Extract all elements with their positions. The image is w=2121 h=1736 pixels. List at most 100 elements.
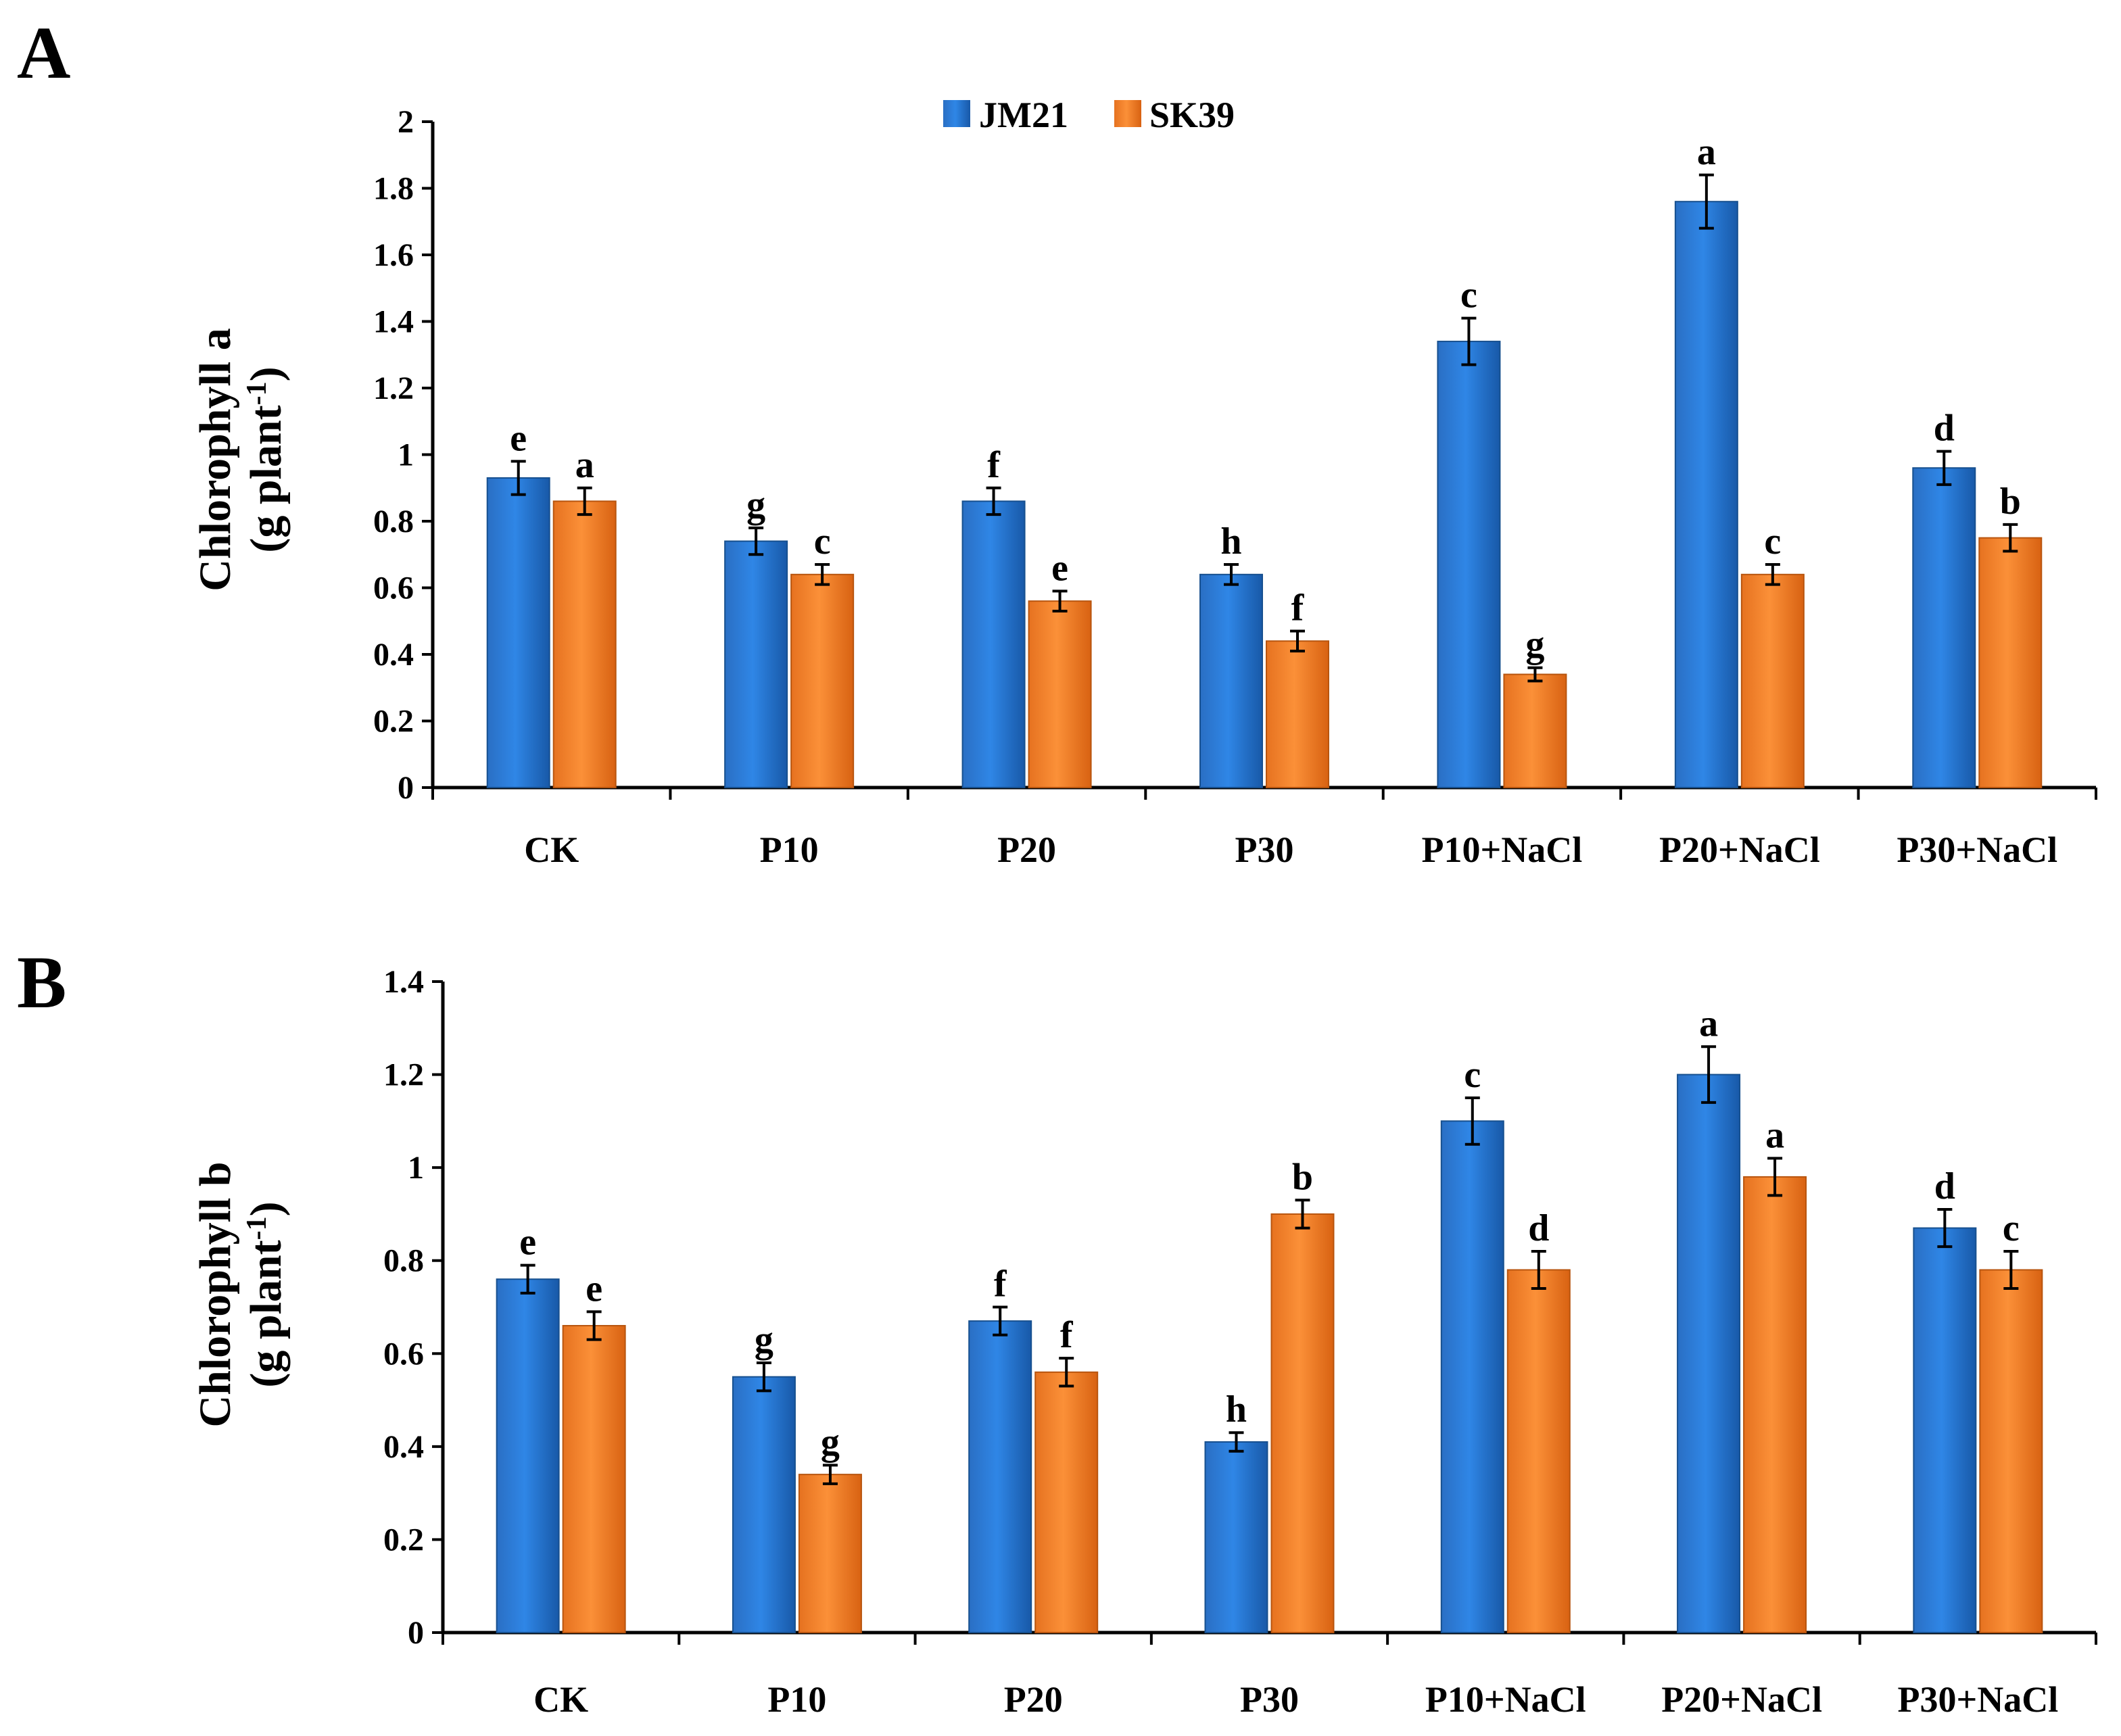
- significance-letter-a: a: [575, 444, 594, 486]
- x-category-label-a: P20+NaCl: [1659, 829, 1820, 870]
- significance-letter-a: g: [1525, 624, 1544, 666]
- error-bar-jm21-b: [756, 1361, 771, 1393]
- significance-letter-b: a: [1765, 1114, 1784, 1156]
- significance-letter-b: g: [821, 1421, 840, 1463]
- y-tick-label-a: 0.2: [373, 704, 414, 740]
- significance-letter-b: b: [1292, 1156, 1313, 1198]
- error-bar-jm21-b: [1937, 1208, 1953, 1249]
- bar-sk39-a: [790, 573, 855, 788]
- error-bar-sk39-b: [822, 1464, 838, 1485]
- bar-jm21-b: [1204, 1441, 1268, 1633]
- x-category-label-b: P10+NaCl: [1425, 1679, 1586, 1720]
- error-bar-sk39-b: [586, 1310, 602, 1341]
- bar-sk39-a: [1740, 573, 1805, 788]
- y-tick-label-a: 1.4: [373, 304, 414, 340]
- panel-a-letter: A: [17, 11, 70, 94]
- x-category-label-b: P20: [1004, 1679, 1063, 1720]
- y-axis-label-b-sup: -1: [241, 1216, 272, 1240]
- bar-sk39-b: [1034, 1371, 1099, 1634]
- legend-label-sk39: SK39: [1149, 95, 1235, 135]
- significance-letter-b: g: [755, 1319, 773, 1361]
- bar-jm21-b: [1677, 1074, 1741, 1633]
- bar-sk39-a: [1266, 640, 1329, 788]
- x-category-label-b: P30+NaCl: [1897, 1679, 2058, 1720]
- bar-sk39-a: [552, 500, 617, 788]
- bar-jm21-b: [732, 1376, 796, 1634]
- significance-letter-b: a: [1699, 1003, 1718, 1044]
- x-category-label-a: P30+NaCl: [1897, 829, 2057, 870]
- significance-letter-a: b: [2000, 481, 2021, 523]
- panel-b-letter: B: [17, 941, 66, 1023]
- error-bar-sk39-b: [1295, 1199, 1310, 1230]
- error-bar-jm21-b: [1701, 1045, 1717, 1104]
- significance-letter-b: d: [1934, 1165, 1955, 1207]
- legend-swatch-sk39: [1114, 100, 1141, 127]
- error-bar-sk39-a: [1052, 589, 1068, 612]
- significance-letter-a: g: [746, 484, 765, 526]
- error-bar-jm21-b: [520, 1263, 535, 1295]
- x-category-label-a: P10: [760, 829, 819, 870]
- error-bar-jm21-a: [1936, 450, 1952, 486]
- y-axis-label-a-line1: Chlorophyll a: [191, 328, 240, 591]
- x-category-label-b: P10: [767, 1679, 826, 1720]
- error-bar-jm21-b: [1229, 1431, 1244, 1453]
- x-category-label-b: P20+NaCl: [1661, 1679, 1822, 1720]
- legend-swatch-jm21: [943, 100, 970, 127]
- bar-sk39-b: [562, 1325, 626, 1633]
- y-tick-label-b: 0.6: [383, 1336, 424, 1372]
- significance-letter-b: f: [994, 1263, 1007, 1305]
- significance-letter-b: c: [1464, 1054, 1481, 1096]
- error-bar-sk39-a: [1290, 629, 1305, 653]
- y-tick-label-b: 0.2: [383, 1522, 424, 1558]
- significance-letter-b: h: [1226, 1389, 1247, 1430]
- y-tick-label-a: 1.8: [373, 171, 414, 207]
- significance-letter-a: h: [1220, 521, 1241, 562]
- y-axis-label-a-unit: (g plant: [241, 405, 291, 552]
- y-axis-label-a-sup: -1: [241, 381, 272, 405]
- significance-letter-b: f: [1060, 1314, 1074, 1356]
- error-bar-jm21-a: [1224, 563, 1239, 586]
- y-tick-label-a: 0.8: [373, 504, 414, 539]
- error-bar-sk39-a: [577, 486, 592, 516]
- error-bar-sk39-a: [815, 563, 830, 586]
- chart-b: Chlorophyll b (g plant-1) 0 0.2 0.4 0.6 0.8 1…: [191, 964, 2097, 1720]
- bar-jm21-a: [724, 540, 788, 788]
- bar-sk39-a: [1978, 537, 2043, 788]
- significance-letter-b: e: [519, 1222, 536, 1263]
- significance-letter-a: c: [1764, 521, 1781, 562]
- significance-letter-b: c: [2003, 1207, 2020, 1249]
- error-bar-sk39-a: [1765, 563, 1780, 586]
- bar-sk39-b: [1270, 1213, 1335, 1633]
- bar-sk39-b: [1979, 1269, 2043, 1633]
- significance-letter-b: e: [586, 1268, 602, 1309]
- bar-sk39-a: [1503, 673, 1567, 788]
- y-tick-label-a: 1.2: [373, 370, 414, 406]
- significance-letter-a: f: [1291, 587, 1305, 629]
- significance-letter-a: e: [510, 417, 527, 459]
- error-bar-jm21-a: [1698, 173, 1714, 230]
- y-tick-label-b: 0.8: [383, 1243, 424, 1279]
- bar-sk39-b: [798, 1474, 862, 1634]
- y-tick-label-b: 0: [408, 1615, 424, 1651]
- y-axis-label-b-close: ): [241, 1201, 291, 1216]
- y-tick-label-a: 0: [398, 770, 414, 806]
- error-bar-sk39-b: [1059, 1357, 1074, 1388]
- y-axis-label-b-line2: (g plant-1): [241, 1201, 291, 1387]
- x-category-label-b: CK: [533, 1679, 588, 1720]
- y-axis-label-b-unit: (g plant: [241, 1240, 291, 1387]
- significance-letter-a: c: [814, 521, 831, 562]
- error-bar-sk39-b: [2003, 1249, 2019, 1290]
- x-category-label-a: P30: [1235, 829, 1294, 870]
- y-axis-label-b-line1: Chlorophyll b: [191, 1161, 240, 1427]
- error-bar-sk39-b: [1531, 1249, 1546, 1290]
- bar-jm21-a: [1199, 573, 1263, 788]
- x-category-label-a: P10+NaCl: [1422, 829, 1583, 870]
- x-category-label-a: CK: [524, 829, 579, 870]
- significance-letter-b: d: [1528, 1207, 1549, 1249]
- error-bar-jm21-a: [748, 526, 764, 556]
- error-bar-jm21-b: [993, 1305, 1008, 1336]
- legend: JM21 SK39: [943, 95, 1235, 135]
- bar-jm21-b: [1913, 1227, 1977, 1634]
- y-tick-label-a: 1: [398, 437, 414, 473]
